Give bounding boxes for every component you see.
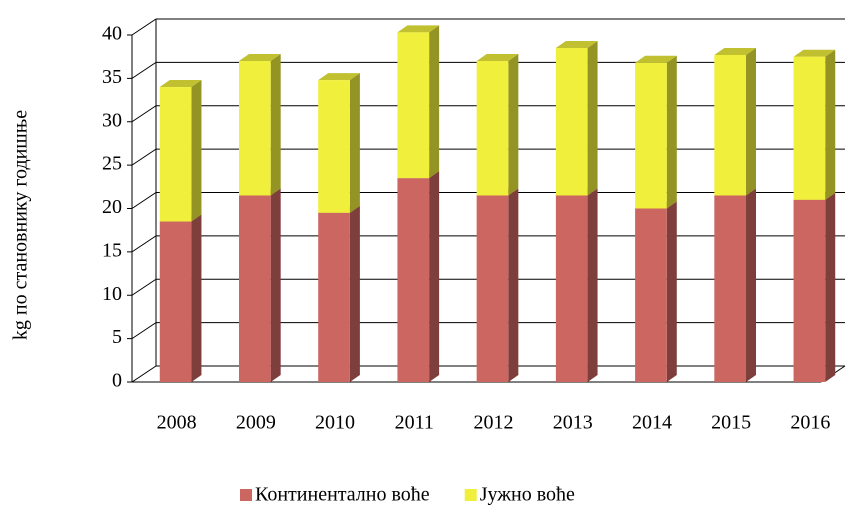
- grid-line: [131, 105, 157, 123]
- grid-line: [131, 148, 157, 166]
- bar-side: [349, 205, 360, 382]
- bar: [159, 87, 192, 222]
- x-tick-label: 2016: [790, 412, 830, 434]
- bar: [318, 212, 350, 382]
- y-tick-label: 35: [102, 66, 122, 88]
- bar-side: [587, 188, 598, 382]
- x-tick-label: 2012: [474, 412, 514, 434]
- y-tick-label: 0: [112, 370, 122, 392]
- bar-side: [429, 171, 440, 382]
- bar-side: [825, 49, 836, 200]
- bar: [635, 62, 667, 209]
- bar-side: [349, 73, 360, 213]
- bar-top: [397, 25, 440, 33]
- x-tick-label: 2009: [236, 412, 276, 434]
- bar-top: [159, 80, 202, 88]
- y-tick-label: 20: [102, 196, 122, 218]
- grid-line: [131, 365, 157, 383]
- legend-label: Јужно воће: [480, 484, 575, 506]
- y-axis-label: kg по становнику годишње: [10, 110, 32, 340]
- legend-swatch: [464, 489, 477, 501]
- bar: [159, 221, 192, 382]
- bar-side: [587, 41, 598, 196]
- x-tick-label: 2008: [157, 412, 197, 434]
- bar-side: [191, 80, 202, 222]
- legend-swatch: [240, 489, 252, 501]
- bar: [476, 195, 509, 382]
- bar: [397, 32, 430, 179]
- bar-top: [555, 41, 598, 49]
- bar-top: [238, 54, 281, 62]
- bar-side: [746, 47, 757, 196]
- bar-side: [191, 214, 202, 382]
- bar-top: [318, 73, 360, 81]
- bar: [397, 178, 430, 382]
- bar-side: [666, 201, 677, 382]
- grid-line: [131, 322, 157, 340]
- bar: [714, 195, 747, 382]
- bar: [635, 208, 667, 382]
- y-tick-label: 5: [112, 326, 122, 348]
- bar: [555, 48, 588, 196]
- x-tick-label: 2011: [395, 412, 434, 434]
- grid-line: [131, 61, 157, 79]
- grid-line: [131, 278, 157, 296]
- bar: [238, 195, 271, 382]
- bar-side: [746, 188, 757, 382]
- y-tick-label: 25: [102, 153, 122, 175]
- bar: [793, 56, 826, 200]
- x-tick-label: 2013: [553, 412, 593, 434]
- y-tick-label: 40: [102, 23, 122, 45]
- bar-top: [714, 47, 757, 55]
- bar-side: [508, 54, 519, 196]
- bar: [476, 61, 509, 196]
- x-tick-label: 2015: [711, 412, 751, 434]
- bar-side: [270, 188, 281, 382]
- bar: [555, 195, 588, 382]
- bar-side: [508, 188, 519, 382]
- bar: [238, 61, 271, 196]
- bar-side: [825, 192, 836, 382]
- bar-side: [429, 25, 440, 179]
- bar-top: [635, 55, 677, 63]
- grid-line: [131, 192, 157, 209]
- y-tick-label: 15: [102, 239, 122, 261]
- y-tick-label: 30: [102, 109, 122, 131]
- grid-line: [131, 235, 157, 253]
- legend-label: Континентално воће: [255, 484, 430, 506]
- x-tick-label: 2010: [315, 412, 355, 434]
- bar: [793, 199, 826, 382]
- x-tick-label: 2014: [632, 412, 672, 434]
- bar-top: [793, 49, 836, 57]
- bar-side: [666, 55, 677, 209]
- bar: [714, 54, 747, 196]
- bar: [318, 80, 350, 213]
- grid-line: [131, 18, 157, 36]
- bar-side: [270, 54, 281, 196]
- y-tick-label: 10: [102, 283, 122, 305]
- bar-top: [476, 54, 519, 62]
